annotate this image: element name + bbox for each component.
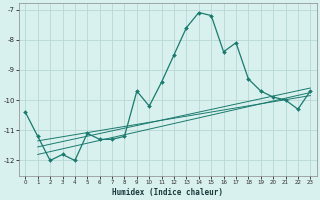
- X-axis label: Humidex (Indice chaleur): Humidex (Indice chaleur): [112, 188, 223, 197]
